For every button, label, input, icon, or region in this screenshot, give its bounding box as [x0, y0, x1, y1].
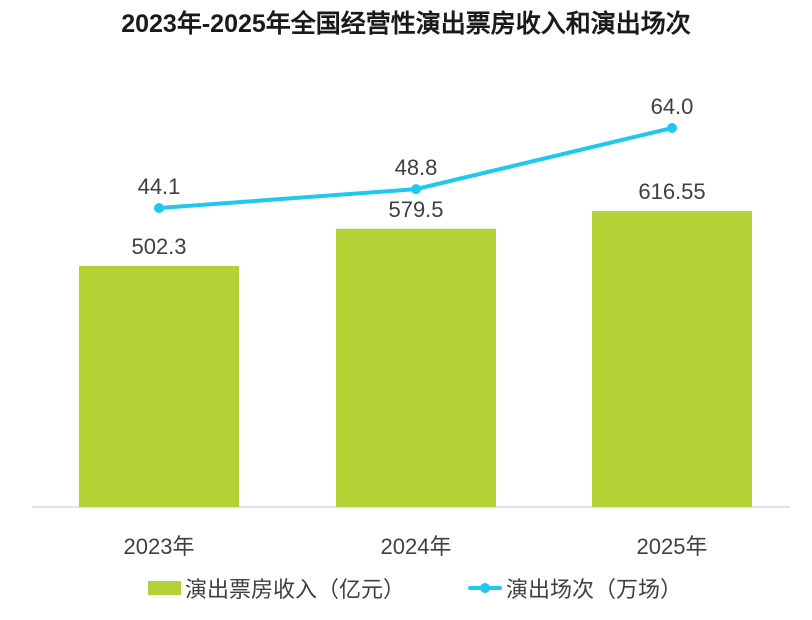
bar	[336, 228, 496, 507]
chart-plot: 502.3 2023年 579.5 2024年 616.55 2025年 44.1 48.8 6…	[32, 94, 790, 559]
x-tick-label: 2025年	[637, 534, 708, 559]
bar	[79, 265, 239, 507]
bar	[592, 211, 752, 507]
line-data-label: 44.1	[138, 174, 181, 199]
line-point	[411, 184, 421, 195]
legend-label: 演出场次（万场）	[506, 577, 683, 602]
line-data-label: 48.8	[395, 155, 438, 180]
legend-item-revenue: 演出票房收入（亿元）	[148, 572, 405, 604]
line-point	[667, 123, 677, 134]
bar-data-label: 579.5	[388, 197, 443, 222]
line-point	[154, 203, 164, 214]
x-tick-label: 2023年	[124, 534, 195, 559]
chart-title: 2023年-2025年全国经营性演出票房收入和演出场次	[121, 10, 691, 38]
legend-line-swatch	[468, 581, 502, 595]
legend-item-shows: 演出场次（万场）	[468, 572, 682, 604]
legend-bar-swatch	[148, 581, 181, 595]
bar-data-label: 616.55	[638, 179, 705, 204]
x-tick-label: 2024年	[381, 534, 452, 559]
line-data-label: 64.0	[651, 94, 694, 119]
bar-data-label: 502.3	[131, 234, 186, 259]
legend-label: 演出票房收入（亿元）	[185, 577, 406, 602]
